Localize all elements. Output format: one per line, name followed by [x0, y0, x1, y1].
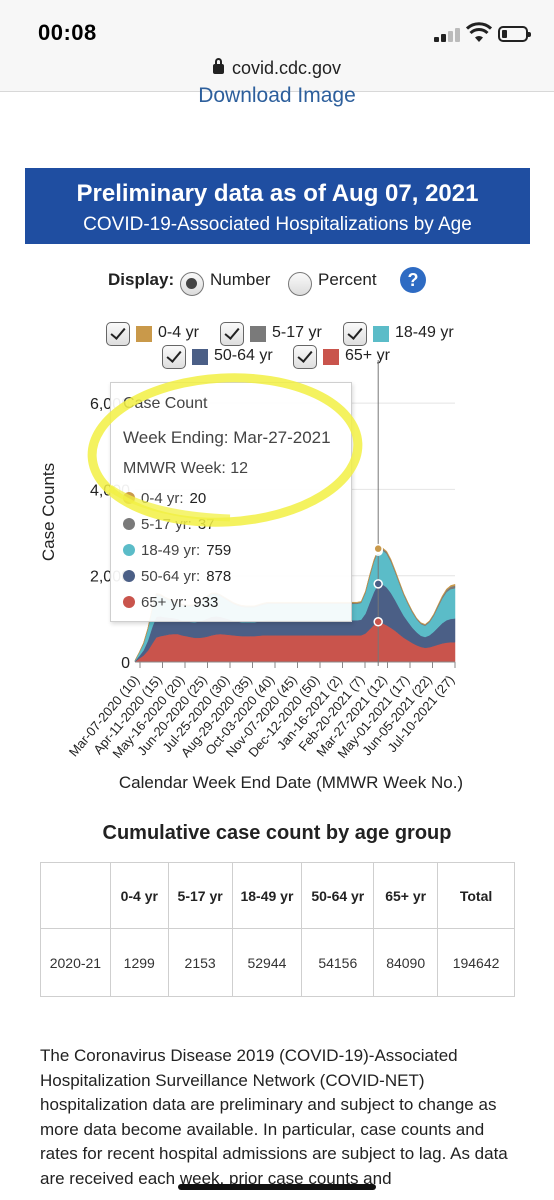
- tooltip-label: 18-49 yr:: [141, 542, 201, 559]
- help-icon[interactable]: ?: [400, 267, 426, 293]
- description-paragraph: The Coronavirus Disease 2019 (COVID-19)-…: [40, 1046, 508, 1188]
- display-label: Display:: [108, 270, 175, 289]
- tooltip-row-50-64: 50-64 yr: 878: [123, 568, 231, 585]
- percent-radio[interactable]: [288, 272, 312, 296]
- tooltip-label: 50-64 yr:: [141, 568, 201, 585]
- battery-icon: [498, 26, 531, 42]
- tooltip-row-65-plus: 65+ yr: 933: [123, 594, 218, 611]
- table-cell: 52944: [231, 928, 303, 997]
- table-header: 0-4 yr: [109, 862, 169, 929]
- number-radio[interactable]: [180, 272, 204, 296]
- tooltip-label: 0-4 yr:: [141, 490, 184, 507]
- lock-icon: [212, 58, 224, 74]
- tooltip-row-5-17: 5-17 yr: 37: [123, 516, 215, 533]
- cumulative-title: Cumulative case count by age group: [102, 822, 452, 844]
- table-cell: 1299: [109, 928, 169, 997]
- chart-tooltip: Case Count Week Ending: Mar-27-2021 MMWR…: [110, 382, 352, 622]
- table-cell: 194642: [437, 928, 515, 997]
- table-cell: 2153: [167, 928, 233, 997]
- legend-label: 18-49 yr: [395, 324, 454, 341]
- legend-swatch-18-49: [373, 326, 389, 342]
- hover-marker: [373, 579, 383, 589]
- table-header: Total: [437, 862, 515, 929]
- hover-marker: [373, 616, 383, 627]
- tooltip-row-18-49: 18-49 yr: 759: [123, 542, 231, 559]
- legend-label: 65+ yr: [345, 347, 390, 364]
- table-header: 50-64 yr: [301, 862, 375, 929]
- legend-swatch-5-17: [250, 326, 266, 342]
- table-header: 65+ yr: [373, 862, 439, 929]
- url-text: covid.cdc.gov: [231, 58, 342, 78]
- home-indicator: [178, 1184, 376, 1190]
- x-axis-label: Calendar Week End Date (MMWR Week No.): [119, 773, 463, 792]
- banner-subtitle: COVID-19-Associated Hospitalizations by …: [83, 214, 472, 235]
- table-cell: 84090: [373, 928, 439, 997]
- y-tick-label: 0: [121, 655, 130, 672]
- status-time: 00:08: [38, 20, 97, 45]
- tooltip-title: Case Count: [123, 395, 208, 412]
- hover-marker: [373, 543, 383, 554]
- tooltip-mmwr-week: MMWR Week: 12: [123, 460, 249, 477]
- tooltip-value: 878: [206, 568, 232, 585]
- cumulative-table: 0-4 yr 5-17 yr 18-49 yr 50-64 yr 65+ yr …: [40, 862, 515, 997]
- tooltip-label: 65+ yr:: [141, 594, 188, 611]
- y-axis-label: Case Counts: [39, 463, 58, 561]
- checkbox-icon[interactable]: [343, 322, 367, 346]
- tooltip-value: 20: [189, 490, 207, 507]
- table-header: 5-17 yr: [167, 862, 233, 929]
- series-dot-icon: [123, 544, 135, 556]
- series-dot-icon: [123, 492, 135, 504]
- tooltip-week-ending: Week Ending: Mar-27-2021: [123, 428, 331, 447]
- table-header: [40, 862, 111, 929]
- checkbox-icon[interactable]: [293, 345, 317, 369]
- checkbox-icon[interactable]: [220, 322, 244, 346]
- percent-option-label: Percent: [318, 270, 377, 289]
- browser-status-bar: 00:08 covid.cdc.gov: [0, 0, 554, 92]
- table-row: 2020-21 1299 2153 52944 54156 84090 1946…: [40, 928, 515, 997]
- tooltip-value: 933: [193, 594, 219, 611]
- legend-label: 5-17 yr: [272, 324, 322, 341]
- table-cell: 54156: [301, 928, 375, 997]
- legend-label: 50-64 yr: [214, 347, 273, 364]
- legend-swatch-0-4: [136, 326, 152, 342]
- tooltip-value: 37: [197, 516, 215, 533]
- cellular-signal-icon: [434, 28, 462, 42]
- table-cell: 2020-21: [40, 928, 111, 997]
- legend-swatch-65-plus: [323, 349, 339, 365]
- chart-banner: Preliminary data as of Aug 07, 2021 COVI…: [25, 168, 530, 244]
- checkbox-icon[interactable]: [106, 322, 130, 346]
- number-option-label: Number: [210, 270, 271, 289]
- legend-label: 0-4 yr: [158, 324, 199, 341]
- table-header-row: 0-4 yr 5-17 yr 18-49 yr 50-64 yr 65+ yr …: [40, 862, 515, 929]
- legend-swatch-50-64: [192, 349, 208, 365]
- address-bar[interactable]: covid.cdc.gov: [0, 58, 554, 79]
- tooltip-row-0-4: 0-4 yr: 20: [123, 490, 206, 507]
- download-image-link[interactable]: Download Image: [198, 84, 356, 107]
- banner-title: Preliminary data as of Aug 07, 2021: [76, 180, 479, 207]
- series-dot-icon: [123, 570, 135, 582]
- tooltip-value: 759: [206, 542, 232, 559]
- tooltip-label: 5-17 yr:: [141, 516, 192, 533]
- wifi-icon: [466, 22, 492, 42]
- table-header: 18-49 yr: [231, 862, 303, 929]
- series-dot-icon: [123, 596, 135, 608]
- checkbox-icon[interactable]: [162, 345, 186, 369]
- series-dot-icon: [123, 518, 135, 530]
